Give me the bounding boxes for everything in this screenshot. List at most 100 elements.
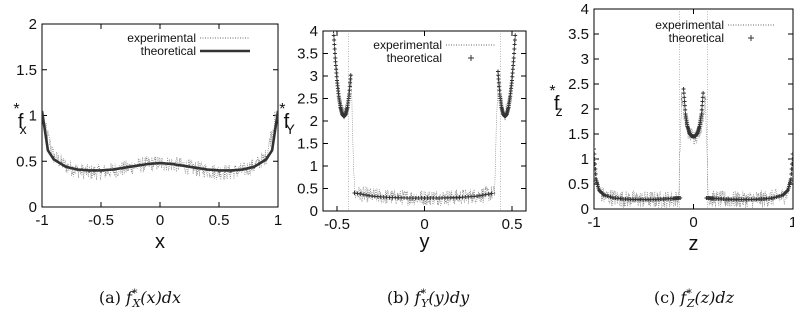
data-point <box>334 60 338 64</box>
y-tick-label: 0 <box>29 199 37 216</box>
data-point <box>332 34 336 38</box>
data-point <box>348 77 352 81</box>
data-point <box>700 100 704 104</box>
data-point <box>335 75 339 79</box>
y-tick-label: 1.5 <box>568 126 589 143</box>
y-axis-label: f*x <box>13 101 26 137</box>
data-point <box>334 71 338 75</box>
data-point <box>701 95 705 99</box>
data-point <box>496 73 500 77</box>
data-point <box>347 92 351 96</box>
data-point <box>705 98 707 100</box>
x-axis-label: x <box>155 231 165 253</box>
data-point <box>332 38 336 42</box>
experimental-trace <box>595 92 792 208</box>
chart-panel-2: -0.5 0 0.500.511.522.533.54yf*Yexperimenta… <box>279 23 526 310</box>
data-point <box>333 52 337 56</box>
data-point <box>681 98 683 100</box>
data-point <box>682 91 686 95</box>
legend-swatch <box>468 55 474 61</box>
x-tick-label: -0.5 <box>88 212 114 229</box>
x-tick-label: 1 <box>789 214 794 231</box>
panel-caption: (a) f* X(x)dx <box>99 287 181 310</box>
data-point <box>515 30 517 32</box>
legend-label: experimental <box>655 18 724 32</box>
data-point <box>348 81 352 85</box>
x-tick-label: 1 <box>274 212 282 229</box>
data-point <box>484 193 488 197</box>
x-tick-label: 0.5 <box>209 212 230 229</box>
y-tick-label: 1 <box>29 108 37 125</box>
y-tick-label: 1.5 <box>297 136 318 153</box>
legend-label: theoretical <box>669 31 724 45</box>
y-tick-label: 1.5 <box>16 62 37 79</box>
y-tick-label: 3 <box>581 51 589 68</box>
y-tick-label: 2 <box>581 101 589 118</box>
data-point <box>512 47 516 51</box>
y-tick-label: 0.5 <box>16 153 37 170</box>
data-point <box>511 60 515 64</box>
data-point <box>334 64 338 68</box>
data-point <box>513 43 517 47</box>
y-tick-label: 3.5 <box>297 46 318 63</box>
chart-panel-1: -1 -0.5 0 0.5 1 0 0.5 1 1.5 2 x f*x experimentaltheo… <box>13 16 282 310</box>
series-theoretical <box>42 111 278 170</box>
legend-label: theoretical <box>387 51 442 65</box>
data-point <box>683 104 687 108</box>
data-point <box>592 152 596 156</box>
x-tick-label: -1 <box>587 214 600 231</box>
x-tick-label: 0 <box>689 214 697 231</box>
data-point <box>332 29 336 33</box>
y-tick-label: 4 <box>310 23 318 40</box>
data-point <box>481 193 485 197</box>
data-point <box>682 95 686 99</box>
x-axis-label: y <box>420 231 430 253</box>
legend-label: theoretical <box>141 44 196 58</box>
data-point <box>510 75 514 79</box>
data-point <box>683 100 687 104</box>
legend-swatch <box>748 35 754 41</box>
y-tick-label: 2 <box>29 16 37 33</box>
data-point <box>497 77 501 81</box>
data-point <box>333 56 337 60</box>
data-point <box>512 56 516 60</box>
data-point <box>513 38 517 42</box>
legend-label: experimental <box>373 38 442 52</box>
data-point <box>497 81 501 85</box>
x-tick-label: -0.5 <box>324 216 350 233</box>
chart-panel-3: -1 0 100.511.522.533.54zf*zexperimentalthe… <box>549 1 794 310</box>
y-tick-label: 1 <box>581 151 589 168</box>
data-point <box>333 47 337 51</box>
y-axis-label: f*Y <box>279 101 295 137</box>
data-point <box>510 79 514 83</box>
panel-caption: (b) f* Y(y)dy <box>387 287 470 310</box>
data-point <box>334 67 338 71</box>
data-point <box>511 67 515 71</box>
data-point <box>701 91 705 95</box>
series-theoretical <box>592 87 794 202</box>
y-tick-label: 3 <box>310 68 318 85</box>
y-tick-label: 0.5 <box>297 181 318 198</box>
data-point <box>592 147 596 151</box>
data-point <box>511 64 515 68</box>
y-tick-label: 3.5 <box>568 26 589 43</box>
data-point <box>513 34 517 38</box>
panel-caption: (c) f* Z(z)dz <box>654 287 735 310</box>
data-point <box>512 52 516 56</box>
legend: experimentaltheoretical <box>127 31 250 58</box>
data-point <box>511 71 515 75</box>
legend-label: experimental <box>127 31 196 45</box>
x-axis-label: z <box>689 233 699 255</box>
y-tick-label: 1 <box>310 158 318 175</box>
y-axis-label: f*z <box>549 83 562 119</box>
y-tick-label: 2 <box>310 113 318 130</box>
theoretical-curve <box>42 111 278 170</box>
data-point <box>700 108 704 112</box>
data-point <box>332 43 336 47</box>
y-tick-label: 0.5 <box>568 176 589 193</box>
data-point <box>682 87 686 91</box>
x-tick-label: 0 <box>156 212 164 229</box>
